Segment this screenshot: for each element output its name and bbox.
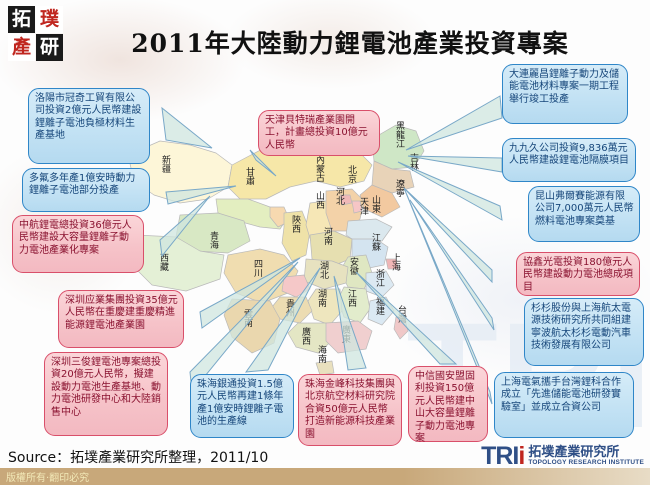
- copyright-note: 版權所有‧翻印必究: [6, 473, 90, 484]
- province-label-zhejiang: 浙江: [376, 270, 386, 289]
- tri-brand-cn: 拓墣產業研究所: [528, 444, 620, 460]
- province-label-beijing: 北京: [348, 166, 358, 185]
- callout-shanghai-electric[interactable]: 上海電氣攜手台灣鋰科合作成立「先進儲能電池研發實驗室」並成立合資公司: [494, 372, 634, 438]
- callout-duofuduo[interactable]: 多氟多年產1億安時動力鋰離子電池部分投產: [22, 168, 150, 212]
- logo-char-4: 研: [36, 34, 63, 61]
- province-label-qinghai: 青海: [210, 232, 220, 251]
- callout-shenzhen-yingye[interactable]: 深圳应業集團投資35億元人民幣在重慶建重慶精進能源鋰電池產業園: [58, 290, 184, 348]
- province-label-fujian: 福建: [376, 298, 386, 317]
- province-label-shanxi: 山西: [316, 192, 326, 211]
- province-label-neimenggu: 內蒙古: [316, 156, 326, 184]
- province-label-shanghai: 上海: [392, 254, 402, 273]
- province-label-xizang: 西藏: [160, 254, 170, 273]
- callout-luoyang[interactable]: 洛陽市冠奇工貿有限公司投資2億元人民幣建設鋰離子電池負極材料生產基地: [28, 88, 150, 164]
- tri-brand-dot: i: [518, 441, 525, 470]
- province-label-tianjin: 天津: [360, 198, 370, 217]
- province-label-shandong: 山東: [372, 196, 382, 215]
- province-label-shaanxi: 陝西: [292, 216, 302, 235]
- callout-dalian-lichang[interactable]: 大連麗昌鋰離子動力及儲能電池材料專案一期工程舉行竣工投產: [502, 64, 628, 124]
- logo-char-1: 拓: [8, 6, 35, 33]
- callout-shanshan[interactable]: 杉杉股份與上海航太電源技術研究所共同組建寧波航太杉杉電動汽車技術發展有限公司: [524, 298, 644, 366]
- callout-citic-guoan[interactable]: 中信國安盟固利投資150億元人民幣建中山大容量鋰離子動力電池專案: [408, 366, 488, 444]
- province-label-liaoning: 遼寧: [396, 180, 406, 199]
- province-label-hainan: 海南: [318, 346, 328, 365]
- province-label-guangxi: 廣西: [302, 328, 312, 347]
- province-label-henan: 河南: [324, 228, 334, 247]
- province-label-hunan: 湖南: [318, 290, 328, 309]
- province-label-gansu: 甘肅: [246, 168, 256, 187]
- province-label-yunnan: 雲南: [244, 310, 254, 329]
- province-label-heilongjiang: 黑龍江: [396, 122, 406, 150]
- province-label-hubei: 湖北: [320, 262, 330, 281]
- callout-jiujiujiu[interactable]: 九九久公司投資9,836萬元人民幣建設鋰電池隔膜項目: [502, 138, 636, 182]
- source-note: Source：拓墣產業研究所整理，2011/10: [8, 450, 269, 466]
- callout-shenzhen-sanjun[interactable]: 深圳三俊鋰電池專案總投資20億元人民幣，擬建設動力電池生產基地、動力電池研發中心…: [44, 352, 168, 436]
- tri-brand-mark: TRIi 拓墣產業研究所 TOPOLOGY RESEARCH INSTITUTE: [481, 443, 644, 469]
- province-label-taiwan: 台灣: [398, 306, 408, 325]
- callout-tianjin-btr[interactable]: 天津貝特瑞產業園開工，計畫總投資10億元人民幣: [258, 110, 380, 156]
- tri-brand-en: TOPOLOGY RESEARCH INSTITUTE: [528, 459, 644, 467]
- province-label-hebei: 河北: [336, 188, 346, 207]
- logo-char-3: 產: [8, 34, 35, 61]
- callout-kunshan-fuerse[interactable]: 昆山弗爾賽能源有限公司7,000萬元人民幣燃料電池專案奠基: [528, 186, 640, 242]
- callout-zhuhai-yintong[interactable]: 珠海銀通投資1.5億元人民幣再建1條年產1億安時鋰離子電池的生產線: [190, 374, 294, 438]
- province-label-sichuan: 四川: [254, 260, 264, 279]
- callout-avic[interactable]: 中航鋰電總投資36億元人民幣建設大容量鋰離子動力電池產業化專案: [12, 215, 144, 273]
- callout-gcl[interactable]: 協鑫光電投資180億元人民幣建設動力電池總成項目: [516, 252, 640, 296]
- callout-zhuhai-jinfeng[interactable]: 珠海金峰科技集團與北京航空材料研究院合資50億元人民幣打造新能源科技產業園: [298, 374, 402, 446]
- province-label-jilin: 吉林: [410, 154, 420, 173]
- province-label-xinjiang: 新疆: [162, 156, 172, 175]
- province-label-jiangsu: 江蘇: [372, 234, 382, 253]
- province-label-anhui: 安徽: [350, 258, 360, 277]
- province-label-jiangxi: 江西: [348, 290, 358, 309]
- province-label-guangdong: 廣東: [342, 326, 352, 345]
- province-label-guizhou: 貴州: [286, 300, 296, 319]
- tri-brand-letters: TRIi: [481, 441, 525, 470]
- footer-bar: [0, 468, 650, 485]
- logo-char-2: 璞: [36, 6, 63, 33]
- tri-logo: 拓 璞 產 研: [8, 6, 66, 64]
- tri-letters-text: TRI: [481, 441, 519, 470]
- page-title: 2011年大陸動力鋰電池產業投資專案: [131, 29, 569, 58]
